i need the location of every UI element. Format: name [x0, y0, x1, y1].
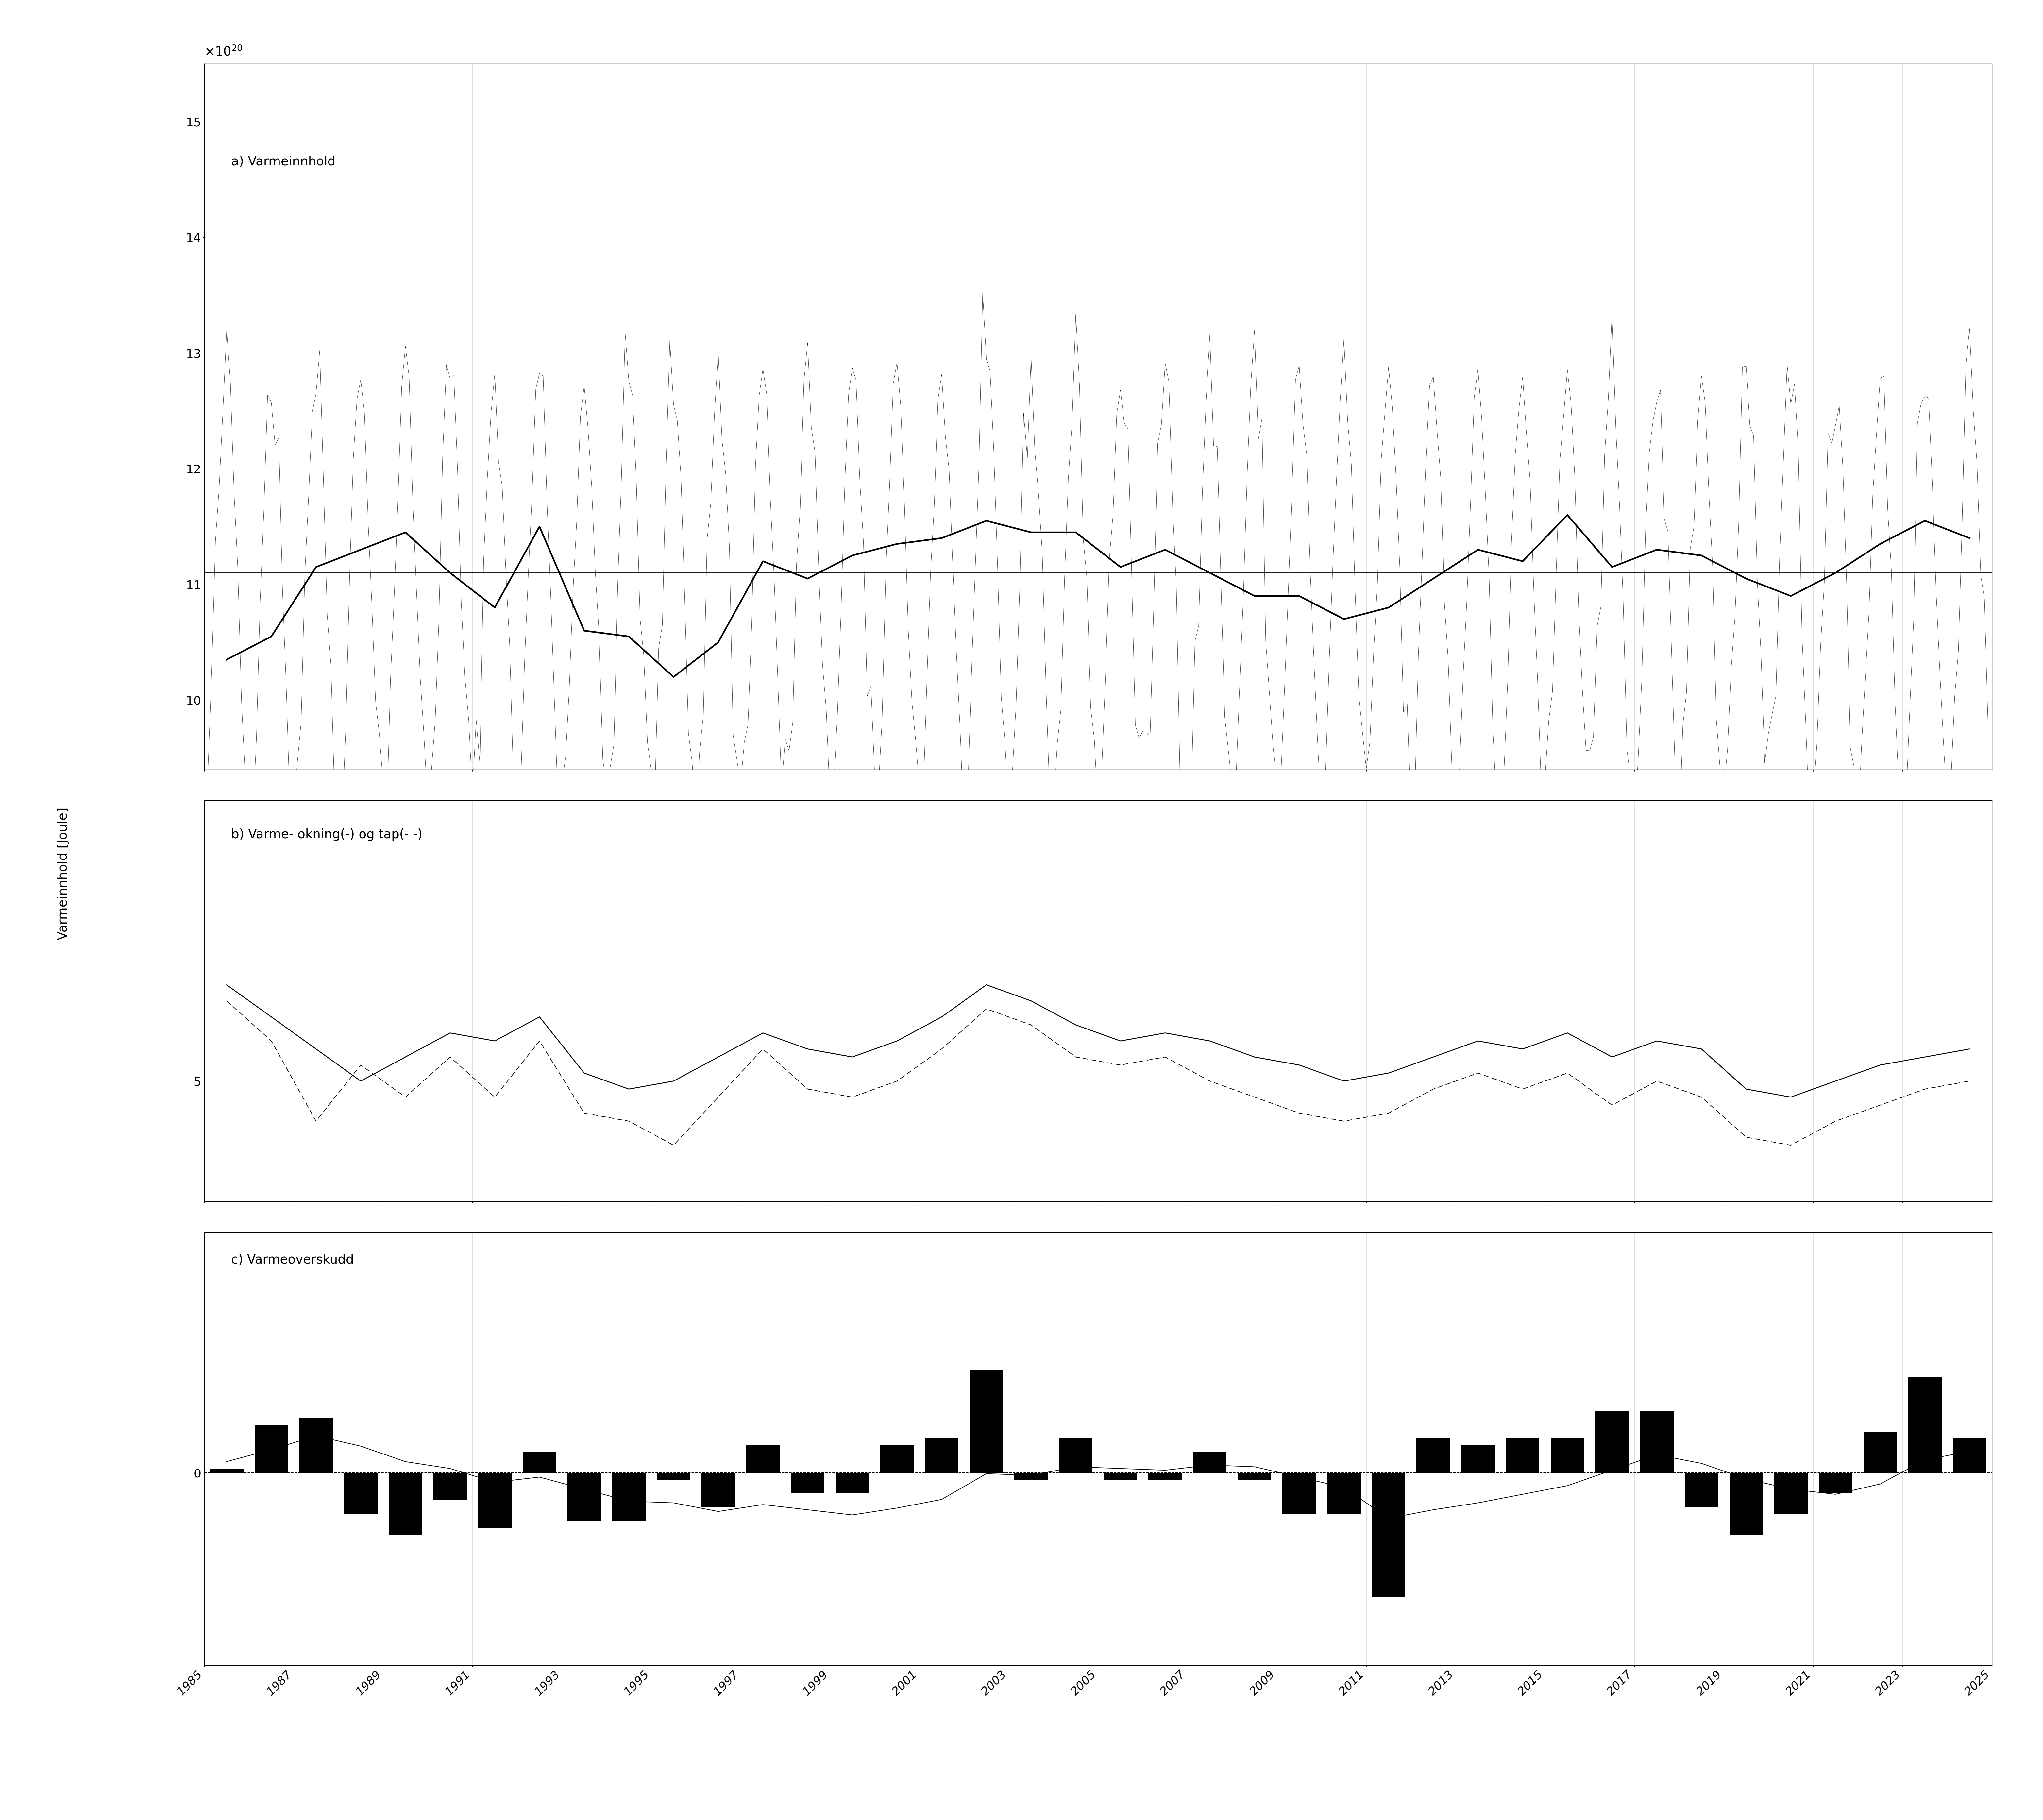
Bar: [1238, 1472, 1271, 1480]
Text: $\times10^{20}$: $\times10^{20}$: [204, 46, 243, 58]
Bar: [433, 1472, 468, 1500]
Bar: [613, 1472, 646, 1522]
Bar: [255, 1425, 288, 1472]
Bar: [298, 1418, 333, 1472]
Bar: [1328, 1472, 1361, 1514]
Bar: [656, 1472, 691, 1480]
Bar: [1863, 1432, 1898, 1472]
Bar: [388, 1472, 423, 1534]
Bar: [1685, 1472, 1718, 1507]
Bar: [1416, 1438, 1451, 1472]
Bar: [701, 1472, 735, 1507]
Bar: [1908, 1376, 1941, 1472]
Bar: [1058, 1438, 1093, 1472]
Bar: [791, 1472, 825, 1494]
Bar: [1103, 1472, 1138, 1480]
Bar: [478, 1472, 511, 1527]
Bar: [343, 1472, 378, 1514]
Bar: [1596, 1410, 1628, 1472]
Bar: [210, 1469, 243, 1472]
Text: c) Varmeoverskudd: c) Varmeoverskudd: [231, 1254, 353, 1267]
Bar: [970, 1370, 1003, 1472]
Bar: [1953, 1438, 1986, 1472]
Bar: [1013, 1472, 1048, 1480]
Bar: [1193, 1452, 1226, 1472]
Bar: [1641, 1410, 1673, 1472]
Bar: [568, 1472, 601, 1522]
Text: Varmeinnhold [Joule]: Varmeinnhold [Joule]: [57, 808, 69, 939]
Bar: [1728, 1472, 1763, 1534]
Text: a) Varmeinnhold: a) Varmeinnhold: [231, 155, 335, 167]
Text: b) Varme- okning(-) og tap(- -): b) Varme- okning(-) og tap(- -): [231, 828, 423, 841]
Bar: [1506, 1438, 1540, 1472]
Bar: [1818, 1472, 1853, 1494]
Bar: [925, 1438, 958, 1472]
Bar: [1283, 1472, 1316, 1514]
Bar: [1148, 1472, 1183, 1480]
Bar: [746, 1445, 780, 1472]
Bar: [1461, 1445, 1495, 1472]
Bar: [881, 1445, 913, 1472]
Bar: [1773, 1472, 1808, 1514]
Bar: [836, 1472, 868, 1494]
Bar: [523, 1452, 556, 1472]
Bar: [1551, 1438, 1583, 1472]
Bar: [1371, 1472, 1406, 1596]
